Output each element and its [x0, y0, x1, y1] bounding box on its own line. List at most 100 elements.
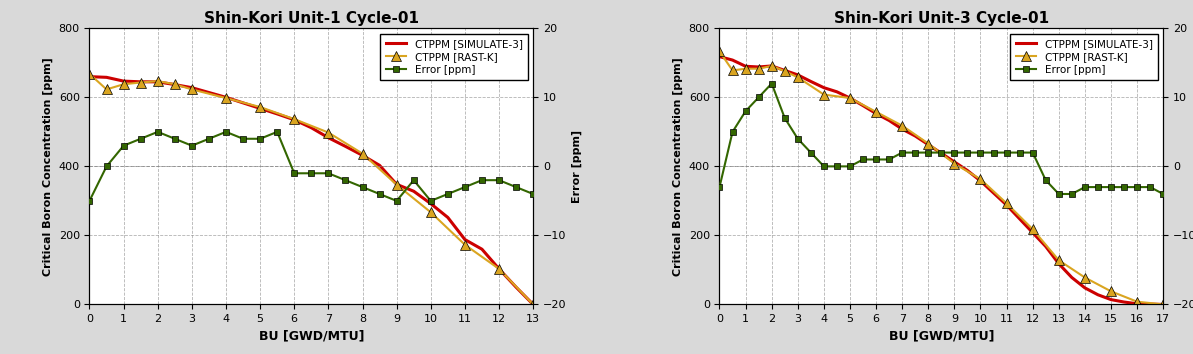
- Error [ppm]: [509, 185, 524, 189]
- CTPPM [SIMULATE-3]: [218, 95, 233, 99]
- Error [ppm]: [1104, 185, 1118, 189]
- CTPPM [SIMULATE-3]: [947, 160, 962, 164]
- CTPPM [RAST-K]: [424, 210, 438, 215]
- CTPPM [SIMULATE-3]: [389, 182, 403, 187]
- CTPPM [RAST-K]: [895, 124, 909, 128]
- Error [ppm]: [1026, 150, 1040, 155]
- CTPPM [RAST-K]: [356, 152, 370, 156]
- Error [ppm]: [99, 164, 113, 169]
- CTPPM [RAST-K]: [1000, 201, 1014, 205]
- Error [ppm]: [960, 150, 975, 155]
- CTPPM [SIMULATE-3]: [895, 127, 909, 131]
- CTPPM [SIMULATE-3]: [1051, 262, 1065, 266]
- CTPPM [RAST-K]: [492, 267, 506, 271]
- CTPPM [RAST-K]: [99, 87, 113, 92]
- Error [ppm]: [1090, 185, 1105, 189]
- Error [ppm]: [372, 192, 387, 196]
- CTPPM [SIMULATE-3]: [987, 191, 1001, 195]
- Error [ppm]: [150, 130, 165, 134]
- Line: Error [ppm]: Error [ppm]: [86, 129, 537, 204]
- CTPPM [SIMULATE-3]: [424, 201, 438, 206]
- Error [ppm]: [492, 178, 506, 182]
- Error [ppm]: [1117, 185, 1131, 189]
- CTPPM [SIMULATE-3]: [356, 153, 370, 158]
- CTPPM [SIMULATE-3]: [804, 79, 818, 84]
- CTPPM [RAST-K]: [817, 92, 832, 97]
- CTPPM [SIMULATE-3]: [270, 112, 284, 116]
- CTPPM [SIMULATE-3]: [236, 101, 251, 105]
- CTPPM [RAST-K]: [134, 80, 148, 85]
- Error [ppm]: [407, 178, 421, 182]
- CTPPM [SIMULATE-3]: [1013, 217, 1027, 221]
- CTPPM [SIMULATE-3]: [712, 55, 727, 59]
- Error [ppm]: [475, 178, 489, 182]
- CTPPM [RAST-K]: [253, 105, 267, 109]
- CTPPM [SIMULATE-3]: [440, 215, 455, 219]
- CTPPM [SIMULATE-3]: [304, 126, 319, 130]
- CTPPM [RAST-K]: [218, 96, 233, 100]
- CTPPM [RAST-K]: [168, 82, 183, 86]
- CTPPM [SIMULATE-3]: [526, 302, 540, 307]
- CTPPM [SIMULATE-3]: [1039, 244, 1053, 249]
- CTPPM [RAST-K]: [288, 117, 302, 121]
- Error [ppm]: [947, 150, 962, 155]
- Error [ppm]: [202, 137, 216, 141]
- Error [ppm]: [908, 150, 922, 155]
- CTPPM [SIMULATE-3]: [869, 112, 883, 116]
- CTPPM [SIMULATE-3]: [842, 96, 857, 100]
- CTPPM [SIMULATE-3]: [830, 90, 845, 94]
- CTPPM [RAST-K]: [869, 110, 883, 114]
- Error [ppm]: [895, 150, 909, 155]
- CTPPM [SIMULATE-3]: [778, 68, 792, 73]
- Error [ppm]: [185, 144, 199, 148]
- CTPPM [SIMULATE-3]: [134, 80, 148, 84]
- CTPPM [SIMULATE-3]: [475, 247, 489, 251]
- Error [ppm]: [1077, 185, 1092, 189]
- CTPPM [SIMULATE-3]: [921, 143, 935, 147]
- Legend: CTPPM [SIMULATE-3], CTPPM [RAST-K], Error [ppm]: CTPPM [SIMULATE-3], CTPPM [RAST-K], Erro…: [1010, 34, 1158, 80]
- CTPPM [RAST-K]: [921, 142, 935, 146]
- CTPPM [RAST-K]: [1104, 289, 1118, 293]
- CTPPM [RAST-K]: [1077, 275, 1092, 280]
- CTPPM [SIMULATE-3]: [150, 80, 165, 84]
- CTPPM [SIMULATE-3]: [82, 74, 97, 79]
- Title: Shin-Kori Unit-1 Cycle-01: Shin-Kori Unit-1 Cycle-01: [204, 11, 419, 26]
- Error [ppm]: [855, 157, 870, 161]
- Error [ppm]: [725, 130, 740, 134]
- CTPPM [SIMULATE-3]: [1117, 300, 1131, 304]
- Error [ppm]: [712, 185, 727, 189]
- CTPPM [RAST-K]: [765, 64, 779, 68]
- CTPPM [SIMULATE-3]: [1064, 275, 1078, 280]
- Error [ppm]: [82, 199, 97, 203]
- Error [ppm]: [869, 157, 883, 161]
- CTPPM [SIMULATE-3]: [934, 151, 948, 155]
- X-axis label: BU [GWD/MTU]: BU [GWD/MTU]: [259, 330, 364, 343]
- Error [ppm]: [804, 150, 818, 155]
- Error [ppm]: [1064, 192, 1078, 196]
- Error [ppm]: [526, 192, 540, 196]
- CTPPM [RAST-K]: [712, 49, 727, 53]
- CTPPM [SIMULATE-3]: [1143, 302, 1157, 306]
- Error [ppm]: [1039, 178, 1053, 182]
- CTPPM [SIMULATE-3]: [960, 169, 975, 173]
- Line: CTPPM [SIMULATE-3]: CTPPM [SIMULATE-3]: [89, 76, 533, 304]
- CTPPM [RAST-K]: [458, 242, 472, 247]
- Error [ppm]: [921, 150, 935, 155]
- Error [ppm]: [842, 164, 857, 169]
- Y-axis label: Critical Boron Concentration [ppm]: Critical Boron Concentration [ppm]: [673, 57, 684, 276]
- CTPPM [SIMULATE-3]: [253, 106, 267, 110]
- CTPPM [RAST-K]: [82, 72, 97, 76]
- Line: Error [ppm]: Error [ppm]: [716, 80, 1167, 198]
- CTPPM [SIMULATE-3]: [321, 136, 335, 140]
- Error [ppm]: [168, 137, 183, 141]
- Error [ppm]: [973, 150, 988, 155]
- CTPPM [SIMULATE-3]: [407, 189, 421, 193]
- Legend: CTPPM [SIMULATE-3], CTPPM [RAST-K], Error [ppm]: CTPPM [SIMULATE-3], CTPPM [RAST-K], Erro…: [381, 34, 528, 80]
- Error [ppm]: [1156, 192, 1170, 196]
- CTPPM [SIMULATE-3]: [738, 64, 753, 68]
- Error [ppm]: [339, 178, 353, 182]
- CTPPM [SIMULATE-3]: [817, 86, 832, 90]
- CTPPM [SIMULATE-3]: [168, 82, 183, 87]
- CTPPM [SIMULATE-3]: [791, 73, 805, 77]
- CTPPM [RAST-K]: [842, 96, 857, 100]
